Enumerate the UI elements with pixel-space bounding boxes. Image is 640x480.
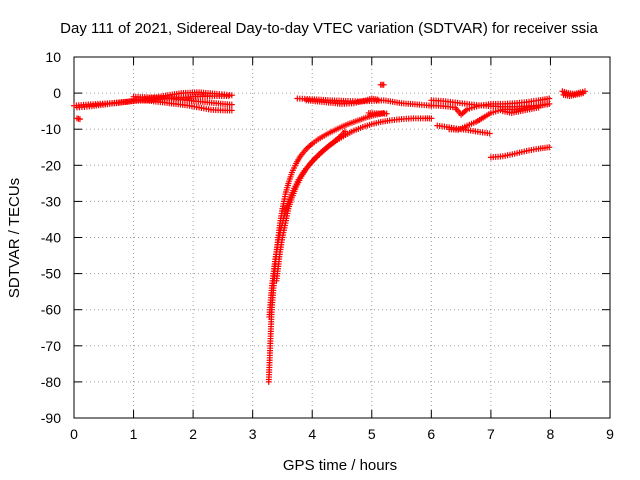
- data-point: [535, 104, 542, 111]
- data-point: [546, 100, 553, 107]
- data-point: [428, 115, 435, 122]
- x-tick-label: 5: [368, 426, 376, 442]
- series-track-b: [73, 89, 235, 111]
- data-point: [380, 109, 387, 116]
- x-tick-label: 3: [249, 426, 257, 442]
- data-point: [486, 130, 493, 137]
- y-tick-label: -40: [41, 230, 61, 246]
- series-curve-main: [265, 109, 387, 385]
- x-tick-label: 9: [606, 426, 614, 442]
- x-tick-label: 2: [189, 426, 197, 442]
- y-tick-label: -10: [41, 121, 61, 137]
- series-outlier-2: [377, 81, 387, 88]
- chart-title: Day 111 of 2021, Sidereal Day-to-day VTE…: [60, 20, 598, 37]
- series-track-l: [487, 144, 553, 161]
- x-tick-labels: 0 1 2 3 4 5 6 7 8 9: [70, 426, 614, 442]
- y-tick-label: -30: [41, 193, 61, 209]
- data-point: [380, 81, 387, 88]
- y-tick-label: -60: [41, 302, 61, 318]
- x-tick-label: 1: [130, 426, 138, 442]
- y-axis-label: SDTVAR / TECUs: [6, 178, 23, 298]
- series-track-i: [428, 95, 553, 118]
- series-track-g: [365, 109, 390, 117]
- y-tick-label: -90: [41, 410, 61, 426]
- x-tick-label: 8: [547, 426, 555, 442]
- series-outlier-1: [73, 115, 83, 123]
- data-point: [228, 101, 235, 108]
- y-tick-label: -50: [41, 266, 61, 282]
- x-tick-label: 6: [427, 426, 435, 442]
- x-axis-label: GPS time / hours: [283, 457, 397, 474]
- y-tick-label: 0: [53, 85, 61, 101]
- data-point: [76, 116, 83, 123]
- axis-ticks: [73, 56, 611, 419]
- data-point: [580, 90, 587, 97]
- series-track-d: [130, 93, 235, 108]
- data-points: [71, 81, 588, 385]
- series-track-e: [294, 95, 435, 109]
- data-point: [228, 107, 235, 114]
- data-point: [383, 110, 390, 117]
- series-curve-third: [273, 115, 435, 284]
- y-tick-labels: 10 0 -10 -20 -30 -40 -50 -60 -70 -80 -90: [41, 49, 61, 426]
- x-tick-label: 4: [308, 426, 316, 442]
- series-track-m: [499, 104, 542, 116]
- y-tick-label: -70: [41, 338, 61, 354]
- y-tick-label: -20: [41, 157, 61, 173]
- y-tick-label: 10: [45, 49, 61, 65]
- data-point: [374, 96, 381, 103]
- data-point: [546, 95, 553, 102]
- data-point: [228, 92, 235, 99]
- x-tick-label: 0: [70, 426, 78, 442]
- series-track-f: [303, 95, 381, 107]
- x-tick-label: 7: [487, 426, 495, 442]
- series-track-o: [560, 90, 587, 99]
- data-point: [546, 144, 553, 151]
- y-tick-label: -80: [41, 374, 61, 390]
